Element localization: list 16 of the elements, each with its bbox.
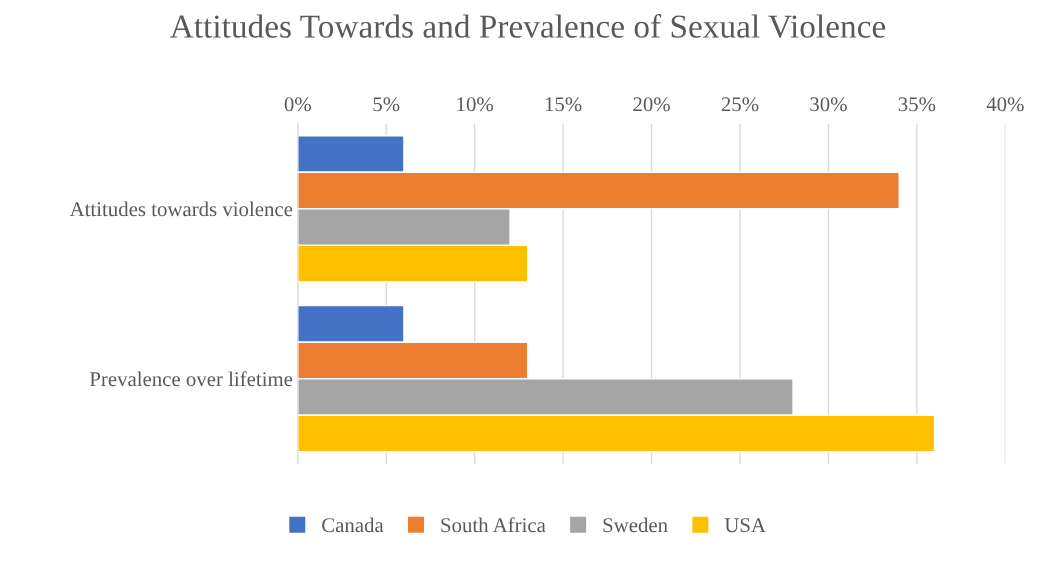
y-tick-label: Prevalence over lifetime [89,371,293,387]
legend-label: Sweden [603,517,668,533]
x-tick-label: 30% [810,97,847,112]
legend-label: USA [724,518,766,533]
x-tick-label: 40% [986,97,1024,112]
chart-title: Attitudes Towards and Prevalence of Sexual Violence [170,14,886,39]
x-tick-label: 5% [373,97,400,112]
legend-label: South Africa [441,517,546,533]
x-tick-label: 20% [633,97,670,112]
x-tick-label: 0% [284,97,311,112]
x-tick-label: 25% [721,97,759,112]
x-tick-label: 15% [545,97,582,112]
legend-label: Canada [322,517,384,533]
x-tick-label: 35% [898,97,936,112]
x-tick-label: 10% [457,97,494,112]
y-tick-label: Attitudes towards violence [69,201,293,217]
